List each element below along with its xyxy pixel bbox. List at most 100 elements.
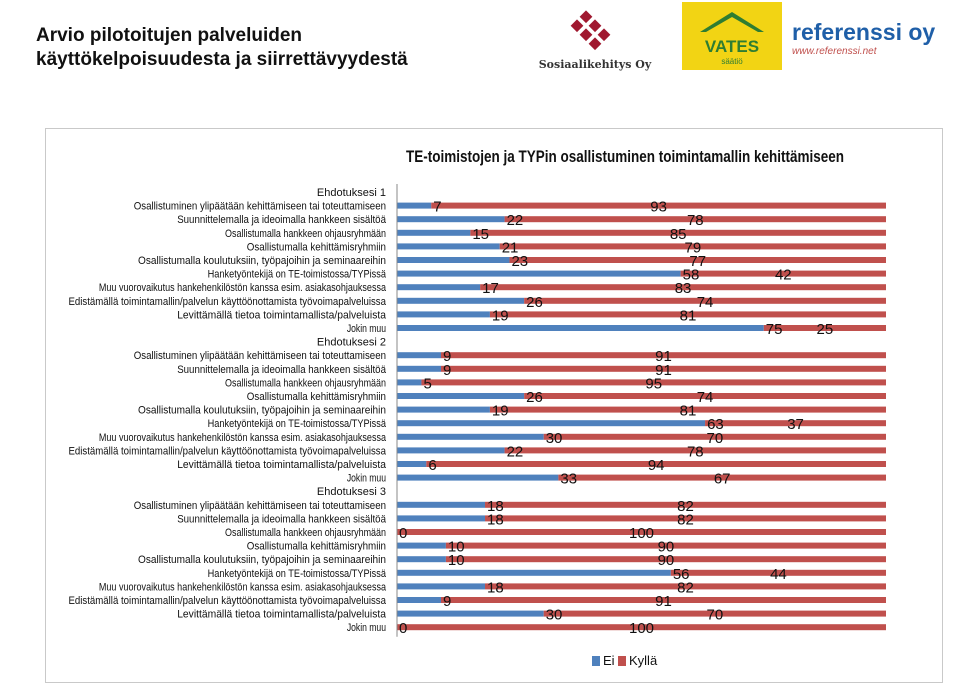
data-label-ei: 75 (766, 321, 783, 338)
bar-kylla (445, 542, 886, 549)
data-label-kylla: 78 (687, 443, 704, 460)
bar-kylla (524, 393, 886, 399)
data-label-ei: 7 (433, 199, 441, 216)
bar-ei (397, 297, 525, 304)
referenssi-logo: referenssi oy www.referenssi.net (792, 19, 935, 57)
data-label-ei: 26 (526, 294, 543, 311)
bar-ei (397, 229, 471, 236)
legend-label-kylla: Kyllä (629, 653, 658, 668)
category-label: Muu vuorovaikutus hankehenkilöstön kanss… (99, 581, 387, 593)
category-label: Osallistumalla hankkeen ohjausryhmään (225, 228, 386, 240)
category-label: Osallistumalla kehittämisryhmiin (247, 391, 386, 403)
data-label-kylla: 91 (655, 362, 672, 379)
bar-kylla (441, 352, 886, 359)
bar-kylla (763, 325, 886, 331)
category-label: Edistämällä toimintamallin/palvelun käyt… (68, 595, 386, 607)
category-label: Osallistumalla kehittämisryhmiin (247, 241, 386, 253)
vates-sub: säätiö (721, 57, 743, 66)
category-label: Edistämällä toimintamallin/palvelun käyt… (68, 296, 386, 308)
sosiaalikehitys-name: Sosiaalikehitys Oy (539, 58, 652, 71)
legend-swatch-kylla (618, 656, 626, 666)
bar-kylla (499, 243, 886, 250)
data-label-ei: 30 (546, 430, 563, 447)
category-label: Jokin muu (347, 473, 386, 485)
vates-name: VATES (705, 37, 759, 56)
bar-ei (397, 311, 490, 318)
group-label: Ehdotuksesi 1 (317, 187, 386, 199)
data-label-ei: 56 (673, 566, 690, 583)
bar-kylla (489, 406, 886, 413)
category-label: Osallistuminen ylipäätään kehittämiseen … (134, 350, 386, 362)
category-label: Hanketyöntekijä on TE-toimistossa/TYPiss… (208, 418, 387, 430)
data-label-ei: 0 (399, 525, 407, 542)
bar-kylla (441, 597, 886, 603)
bar-ei (397, 393, 525, 399)
data-label-kylla: 77 (689, 253, 706, 270)
category-label: Osallistumalla koulutuksiin, työpajoihin… (138, 405, 386, 417)
data-label-kylla: 100 (629, 525, 654, 542)
data-label-kylla: 67 (714, 471, 731, 488)
data-label-ei: 0 (399, 620, 407, 637)
bar-ei (397, 257, 510, 263)
category-label: Levittämällä tietoa toimintamallista/pal… (177, 309, 387, 321)
data-label-ei: 9 (443, 362, 451, 379)
data-label-kylla: 81 (680, 403, 697, 420)
bar-ei (397, 569, 671, 576)
bar-kylla (397, 529, 886, 535)
data-label-kylla: 25 (817, 321, 834, 338)
data-label-kylla: 78 (687, 212, 704, 229)
data-label-kylla: 95 (645, 375, 662, 392)
category-label: Osallistumalla kehittämisryhmiin (247, 541, 386, 553)
category-label: Osallistuminen ylipäätään kehittämiseen … (134, 500, 386, 512)
bar-kylla (504, 216, 886, 223)
data-label-ei: 10 (448, 552, 465, 569)
bar-ei (397, 433, 544, 440)
bar-kylla (504, 447, 886, 454)
sosiaalikehitys-logo: Sosiaalikehitys Oy (539, 10, 652, 71)
bar-ei (397, 447, 505, 454)
data-label-kylla: 83 (675, 280, 692, 297)
referenssi-url: www.referenssi.net (792, 46, 878, 57)
bar-kylla (509, 257, 886, 263)
data-label-ei: 18 (487, 511, 504, 528)
bar-ei (397, 597, 442, 603)
data-label-kylla: 82 (677, 498, 694, 515)
data-label-ei: 63 (707, 416, 724, 433)
data-label-ei: 23 (511, 253, 528, 270)
data-label-kylla: 93 (650, 199, 667, 216)
data-label-kylla: 91 (655, 348, 672, 365)
group-label: Ehdotuksesi 2 (317, 337, 386, 349)
bar-ei (397, 406, 490, 413)
bar-kylla (445, 556, 886, 563)
data-label-ei: 30 (546, 607, 563, 624)
data-label-ei: 5 (423, 375, 431, 392)
category-label: Jokin muu (347, 622, 386, 634)
data-label-ei: 17 (482, 280, 499, 297)
bar-kylla (441, 365, 886, 372)
data-label-ei: 18 (487, 498, 504, 515)
data-label-ei: 22 (507, 443, 524, 460)
data-label-kylla: 82 (677, 579, 694, 596)
data-label-kylla: 37 (787, 416, 804, 433)
data-label-ei: 6 (428, 457, 436, 474)
data-label-ei: 18 (487, 579, 504, 596)
data-label-kylla: 82 (677, 511, 694, 528)
referenssi-name: referenssi oy (792, 19, 935, 45)
vates-logo: VATES säätiö (682, 2, 782, 70)
bar-ei (397, 379, 422, 386)
data-label-kylla: 90 (658, 552, 675, 569)
data-label-ei: 19 (492, 403, 509, 420)
data-label-kylla: 90 (658, 539, 675, 556)
category-label: Levittämällä tietoa toimintamallista/pal… (177, 609, 387, 621)
category-label: Muu vuorovaikutus hankehenkilöstön kanss… (99, 282, 387, 294)
category-label: Osallistumalla hankkeen ohjausryhmään (225, 377, 386, 389)
category-label: Osallistumalla koulutuksiin, työpajoihin… (138, 554, 386, 566)
category-label: Jokin muu (347, 323, 386, 335)
bar-kylla (421, 379, 886, 386)
legend-label-ei: Ei (603, 653, 615, 668)
data-label-kylla: 70 (707, 430, 724, 447)
category-label: Levittämällä tietoa toimintamallista/pal… (177, 459, 387, 471)
bar-kylla (670, 569, 886, 576)
bar-kylla (680, 270, 886, 277)
